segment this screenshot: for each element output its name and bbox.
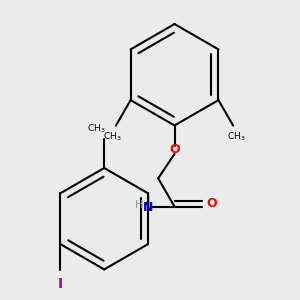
Text: CH$_3$: CH$_3$ bbox=[103, 130, 122, 143]
Text: CH$_3$: CH$_3$ bbox=[227, 130, 246, 143]
Text: I: I bbox=[58, 277, 63, 291]
Text: N: N bbox=[143, 201, 154, 214]
Text: O: O bbox=[206, 197, 217, 210]
Text: CH$_3$: CH$_3$ bbox=[87, 123, 105, 135]
Text: O: O bbox=[169, 143, 180, 157]
Text: H: H bbox=[135, 200, 144, 210]
